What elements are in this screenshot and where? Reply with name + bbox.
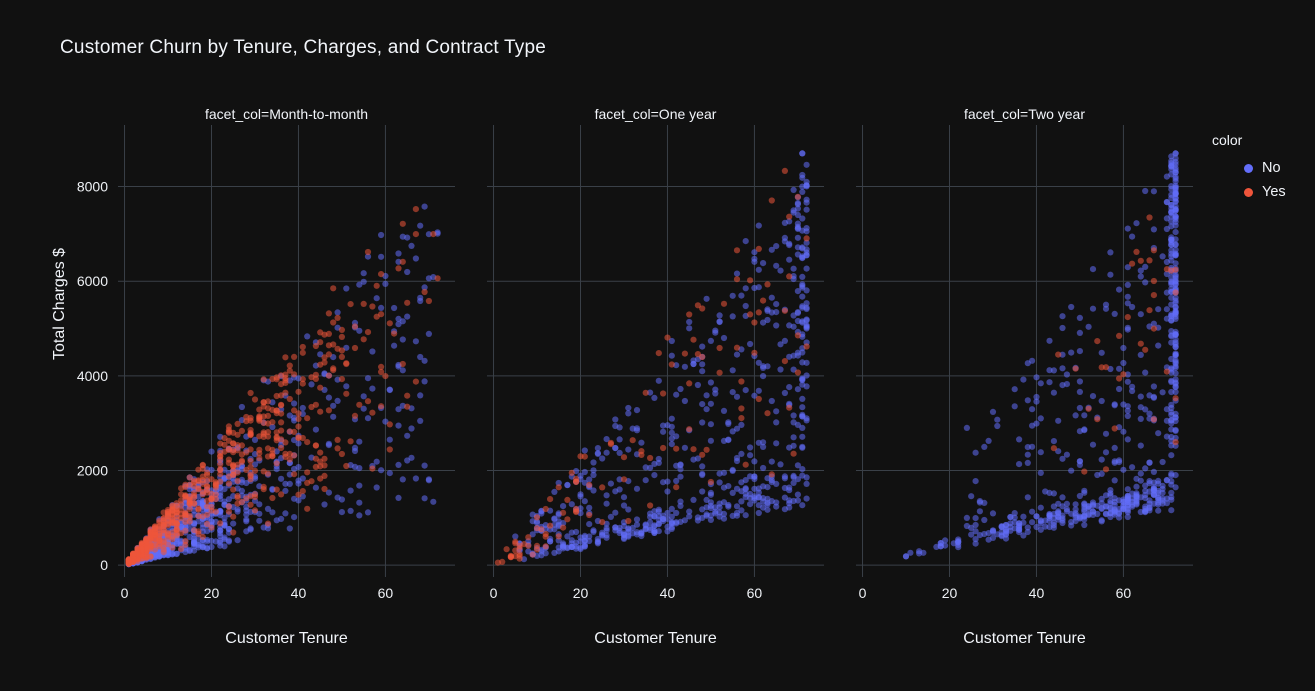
legend-title: color	[1212, 132, 1243, 148]
svg-text:0: 0	[490, 585, 498, 601]
svg-text:60: 60	[378, 585, 394, 601]
legend-entry-yes[interactable]: Yes	[1212, 180, 1286, 204]
svg-text:20: 20	[942, 585, 958, 601]
scatter-points	[125, 203, 441, 568]
facet-title-month-to-month: facet_col=Month-to-month	[204, 106, 369, 122]
legend-label-no: No	[1262, 160, 1281, 176]
svg-text:60: 60	[747, 585, 763, 601]
svg-text:20: 20	[573, 585, 589, 601]
scatter-points	[902, 150, 1179, 560]
legend-marker-no	[1244, 163, 1253, 173]
legend-entry-no[interactable]: No	[1212, 156, 1286, 180]
x-tick-labels: 0 20 40 60	[490, 585, 763, 601]
svg-text:0: 0	[100, 557, 108, 573]
svg-text:0: 0	[121, 585, 129, 601]
x-tick-labels: 0 20 40 60	[121, 585, 394, 601]
legend: color No Yes	[1212, 132, 1286, 204]
chart-title: Customer Churn by Tenure, Charges, and C…	[60, 37, 547, 58]
svg-text:40: 40	[660, 585, 676, 601]
svg-text:4000: 4000	[77, 368, 108, 384]
svg-text:2000: 2000	[77, 463, 108, 479]
svg-text:0: 0	[859, 585, 867, 601]
svg-text:40: 40	[1029, 585, 1045, 601]
svg-text:20: 20	[204, 585, 220, 601]
x-axis-label-facet-3: Customer Tenure	[963, 630, 1086, 647]
scatter-points	[494, 150, 810, 566]
facet-title-one-year: facet_col=One year	[594, 106, 717, 122]
facet-plot-0: 0 20 40 60 0 2000 4000 6000 8000	[77, 125, 455, 601]
facet-title-two-year: facet_col=Two year	[963, 106, 1085, 122]
y-axis-label: Total Charges $	[51, 247, 69, 360]
facet-plot-1: 0 20 40 60	[487, 125, 824, 601]
scatter-series-yes	[125, 206, 441, 568]
scatter-series-yes	[1050, 214, 1179, 475]
x-axis-label-facet-1: Customer Tenure	[225, 630, 348, 647]
scatter-series-yes	[494, 167, 810, 566]
legend-marker-yes	[1244, 187, 1253, 197]
legend-label-yes: Yes	[1262, 184, 1286, 200]
svg-text:60: 60	[1116, 585, 1132, 601]
y-tick-labels: 0 2000 4000 6000 8000	[77, 179, 108, 574]
facet-plot-2: 0 20 40 60	[856, 125, 1193, 601]
x-tick-labels: 0 20 40 60	[859, 585, 1132, 601]
scatter-series-no	[902, 150, 1179, 560]
x-axis-label-facet-2: Customer Tenure	[594, 630, 717, 647]
scatter-series-no	[512, 150, 810, 563]
svg-text:6000: 6000	[77, 273, 108, 289]
svg-text:40: 40	[291, 585, 307, 601]
svg-text:8000: 8000	[77, 179, 108, 195]
